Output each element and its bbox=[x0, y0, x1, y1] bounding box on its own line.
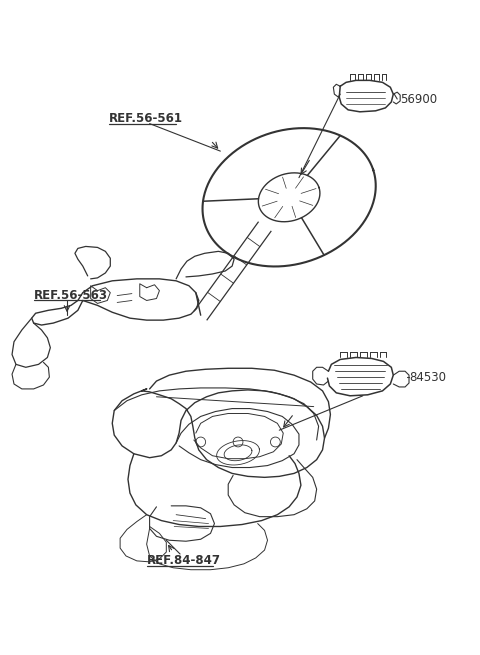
Text: 84530: 84530 bbox=[409, 371, 446, 384]
Text: REF.56-561: REF.56-561 bbox=[109, 112, 183, 125]
Text: 56900: 56900 bbox=[400, 92, 437, 105]
Text: REF.84-847: REF.84-847 bbox=[147, 554, 221, 567]
Text: REF.56-563: REF.56-563 bbox=[34, 289, 108, 302]
